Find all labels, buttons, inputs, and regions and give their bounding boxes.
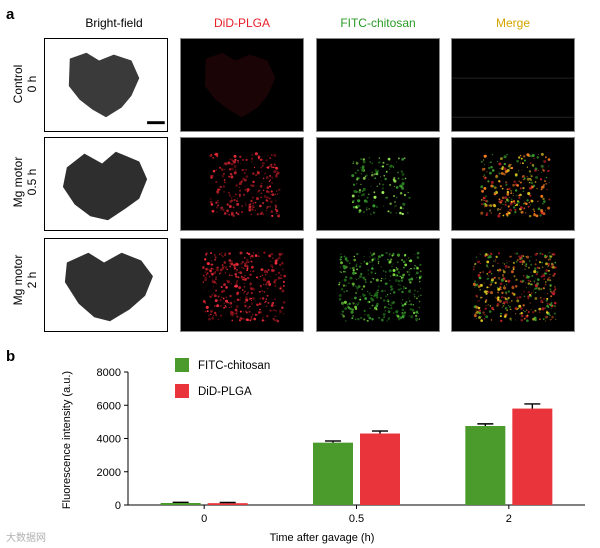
bar-did-plga — [360, 433, 400, 505]
panel-a-label: a — [6, 6, 15, 23]
chart-legend: FITC-chitosan DiD-PLGA — [175, 358, 270, 398]
row-label-line1: Mg motor — [11, 156, 25, 208]
image-did-plga-control — [180, 38, 304, 132]
x-tick-label: 0 — [201, 513, 207, 525]
image-bright-field-mg-05h — [44, 137, 168, 231]
y-tick-label: 2000 — [97, 467, 121, 479]
scale-bar — [147, 121, 165, 125]
column-header-did-plga: DiD-PLGA — [213, 16, 270, 30]
image-did-plga-mg-2h — [180, 238, 304, 332]
y-tick-label: 6000 — [97, 400, 121, 412]
image-fitc-chitosan-mg-05h — [316, 137, 440, 231]
bar-did-plga — [512, 408, 553, 505]
image-bright-field-control — [44, 38, 168, 132]
column-header-fitc-chitosan: FITC-chitosan — [340, 16, 416, 30]
x-tick-label: 2 — [506, 513, 512, 525]
panel-b-label: b — [6, 348, 16, 365]
column-header-merge: Merge — [495, 16, 530, 30]
legend-label: FITC-chitosan — [198, 360, 270, 372]
x-tick-label: 0.5 — [349, 513, 364, 525]
image-bright-field-mg-2h — [44, 238, 168, 332]
watermark: 大数据网 — [6, 533, 46, 544]
bar-fitc-chitosan — [465, 426, 506, 505]
row-label-line2: 0 h — [25, 75, 39, 93]
row-label-control: Control 0 h — [11, 39, 39, 129]
row-label-line2: 0.5 h — [25, 168, 39, 196]
row-label-line1: Mg motor — [11, 254, 25, 306]
legend-swatch — [175, 358, 189, 372]
bar-did-plga — [207, 503, 248, 505]
y-axis-label: Fluorescence intensity (a.u.) — [61, 371, 73, 509]
image-merge-control — [451, 38, 575, 132]
row-label-mg-2h: Mg motor 2 h — [11, 235, 39, 325]
bar-fitc-chitosan — [313, 442, 353, 505]
chart-bars — [160, 403, 553, 505]
legend-label: DiD-PLGA — [198, 386, 252, 398]
legend-swatch — [175, 384, 189, 398]
y-tick-label: 0 — [115, 500, 121, 512]
image-merge-mg-2h — [451, 238, 575, 332]
image-fitc-chitosan-control — [316, 38, 440, 132]
y-tick-label: 4000 — [97, 434, 121, 446]
bar-chart: 0 2000 4000 6000 8000 0 0.5 2 FITC-chitosan DiD-… — [61, 358, 585, 544]
bar-fitc-chitosan — [160, 503, 201, 505]
column-header-bright-field: Bright-field — [85, 16, 143, 30]
row-label-line2: 2 h — [25, 271, 39, 289]
x-axis-label: Time after gavage (h) — [270, 532, 375, 544]
image-merge-mg-05h — [451, 137, 575, 231]
image-fitc-chitosan-mg-2h — [316, 238, 440, 332]
image-did-plga-mg-05h — [180, 137, 304, 231]
y-tick-label: 8000 — [97, 367, 121, 379]
row-label-mg-05h: Mg motor 0.5 h — [11, 137, 39, 227]
row-label-line1: Control — [11, 64, 25, 104]
chart-axes: 0 2000 4000 6000 8000 0 0.5 2 — [97, 367, 585, 525]
